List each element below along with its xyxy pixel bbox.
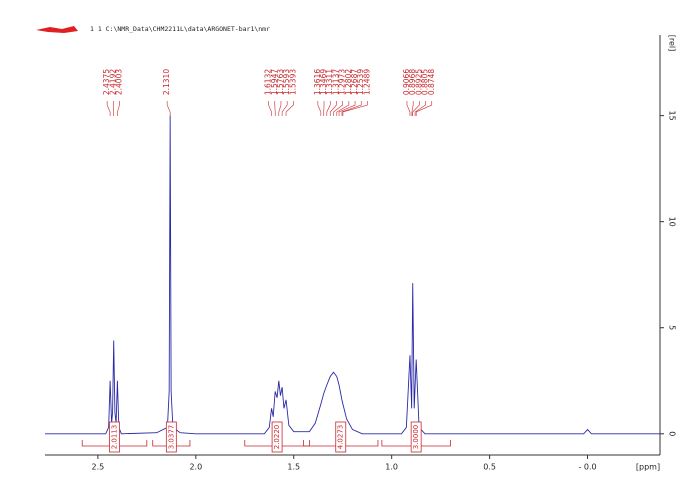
peak-connector [411,101,414,116]
file-path: 1 1 C:\NMR_Data\CHM2211L\data\ARGONET-ba… [90,25,270,33]
peak-label: 1.3311 [325,69,334,95]
x-tick-label: 2.0 [189,463,202,472]
peak-connector [268,101,272,116]
peak-label: 1.2687 [350,69,359,95]
peak-label: 1.2973 [338,69,347,95]
integral-box [271,421,283,453]
peak-label: 0.8805 [421,69,430,95]
peak-connector [333,101,343,116]
peak-connector [117,101,120,116]
integral-box [335,421,347,453]
peak-connector [412,101,420,116]
integral-box [165,421,177,453]
peak-connector [414,101,426,116]
integral-label: 3.0000 [412,425,420,450]
peak-connector [281,101,288,116]
y-tick-label: 5 [668,325,677,330]
y-axis-label: [rel] [668,35,677,52]
redaction [36,26,78,33]
x-axis-label: [ppm] [636,463,660,472]
integral-label: 3.0377 [167,425,175,450]
x-tick-label: 2.5 [92,463,105,472]
x-tick-label: 0.5 [483,463,496,472]
peak-label: 0.8748 [427,69,436,95]
peak-label: 2.1310 [162,69,171,95]
x-tick-label: - 0.0 [578,463,596,472]
peak-connector [338,101,356,116]
peak-connector [342,101,368,116]
peak-label: 1.2802 [344,69,353,95]
peak-connector [106,101,111,116]
peak-connector [326,101,331,116]
integral-box [410,421,422,453]
peak-label: 2.4375 [102,69,111,95]
peak-label: 2.4003 [115,69,124,95]
peak-label: 1.5593 [282,69,291,95]
y-tick-label: 15 [668,111,677,121]
integral-label: 2.0113 [111,425,119,450]
peak-label: 1.5947 [270,69,279,95]
peak-label: 1.5763 [276,69,285,95]
peak-connector [329,101,337,116]
peak-label: 2.4192 [108,69,117,95]
peak-connector [415,101,433,116]
peak-label: 1.6132 [264,69,273,95]
peak-label: 1.2539 [356,69,365,95]
peak-label: 0.8968 [408,69,417,95]
integral-box [109,421,120,453]
peak-label: 1.3469 [319,69,328,95]
x-tick-label: 1.0 [385,463,398,472]
peak-connector [336,101,350,116]
peak-label: 0.8925 [414,69,423,95]
y-tick-label: 0 [668,431,677,436]
peak-connector [278,101,282,116]
integral-label: 4.0273 [337,425,345,450]
peak-label: 1.3137 [331,69,340,95]
peak-connector [285,101,294,116]
integral-label: 2.0220 [273,425,281,450]
peak-label: 1.2489 [362,69,371,95]
peak-connector [166,101,171,116]
peak-connector [317,101,322,116]
peak-label: 1.3616 [313,69,322,95]
x-tick-label: 1.5 [287,463,300,472]
peak-label: 0.9066 [402,69,411,95]
peak-connector [406,101,411,116]
peak-connector [341,101,362,116]
spectrum-line [45,115,660,435]
peak-label: 1.5393 [288,69,297,95]
y-tick-label: 10 [668,217,677,227]
